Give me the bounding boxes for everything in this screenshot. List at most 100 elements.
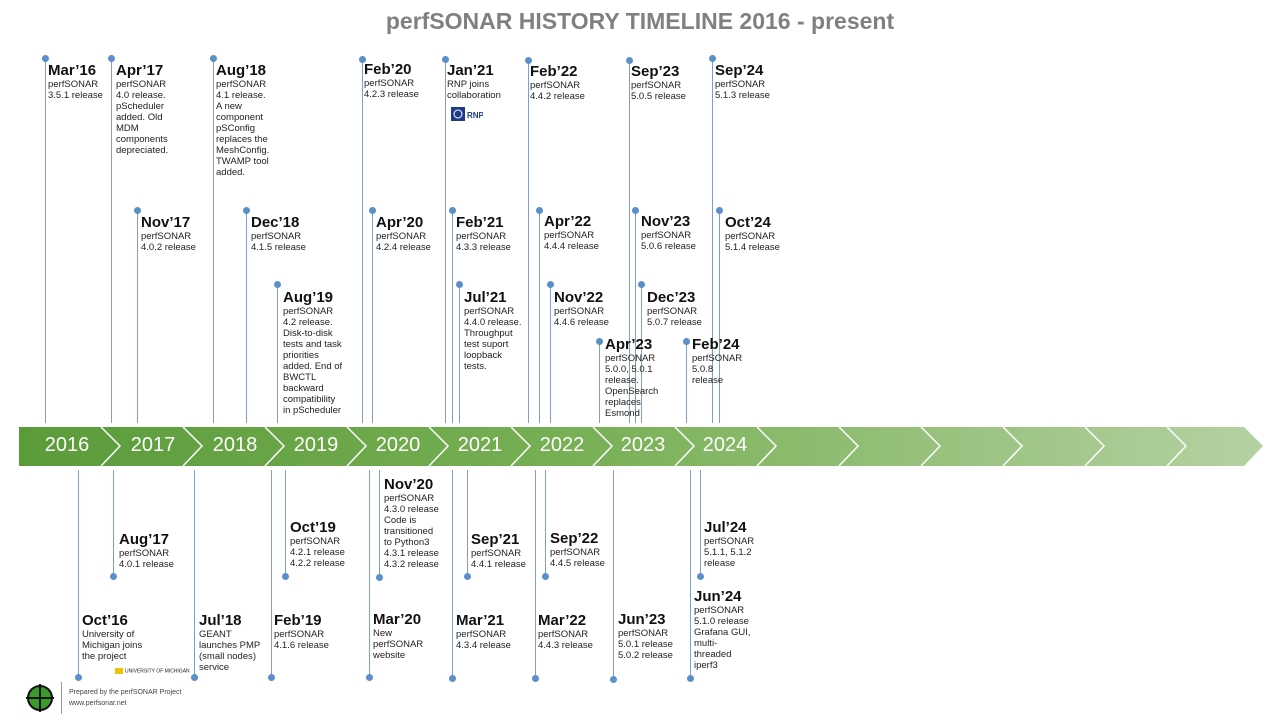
band-chevrons [100, 426, 1188, 467]
year-label-2017: 2017 [130, 434, 176, 456]
event-date: Feb’19 [274, 612, 322, 629]
event-date: Aug’17 [119, 531, 170, 548]
event-description: perfSONAR 4.2 release. Disk-to-disk test… [283, 306, 343, 416]
event-marker-dot [210, 55, 217, 62]
timeline-event: Dec’18 perfSONAR 4.1.5 release [251, 215, 306, 254]
event-connector-line [246, 210, 247, 423]
event-description: perfSONAR 4.3.0 release Code is transiti… [384, 493, 439, 570]
event-description: GEANT launches PMP (small nodes) service [199, 629, 261, 673]
event-description: University of Michigan joins the project [82, 629, 143, 662]
event-connector-line [700, 470, 701, 576]
event-marker-dot [687, 675, 694, 682]
event-description: perfSONAR 4.2.1 release 4.2.2 release [290, 536, 345, 569]
year-label-2016: 2016 [44, 434, 90, 456]
event-connector-line [452, 470, 453, 678]
timeline-event: Oct’19 perfSONAR 4.2.1 release 4.2.2 rele… [290, 520, 345, 570]
event-connector-line [113, 470, 114, 576]
year-label-2020: 2020 [375, 434, 421, 456]
event-date: Mar’16 [48, 62, 97, 79]
event-connector-line [285, 470, 286, 576]
event-connector-line [277, 284, 278, 423]
event-marker-dot [108, 55, 115, 62]
event-date: Feb’24 [692, 336, 740, 353]
timeline-event: Sep’24 perfSONAR 5.1.3 release [715, 63, 770, 102]
event-date: Apr’17 [116, 62, 164, 79]
event-marker-dot [282, 573, 289, 580]
footer-website-link[interactable]: www.perfsonar.net [69, 700, 127, 707]
event-marker-dot [464, 573, 471, 580]
event-date: Nov’22 [554, 289, 604, 306]
timeline-event: Aug’18 perfSONAR 4.1 release. A new compo… [216, 63, 269, 179]
timeline-event: Aug’17 perfSONAR 4.0.1 release [119, 531, 174, 571]
timeline-event: Jan’21 RNP joins collaboration [447, 63, 501, 102]
event-description: perfSONAR 5.0.8 release [692, 353, 743, 386]
event-connector-line [78, 470, 79, 677]
svg-text:RNP: RNP [467, 111, 483, 120]
event-marker-dot [376, 574, 383, 581]
event-date: Jul’24 [704, 519, 747, 536]
event-connector-line [712, 58, 713, 423]
event-marker-dot [449, 207, 456, 214]
event-marker-dot [536, 207, 543, 214]
event-date: Jun’23 [618, 611, 666, 628]
event-marker-dot [42, 55, 49, 62]
event-connector-line [613, 470, 614, 679]
timeline-event: Sep’21 perfSONAR 4.4.1 release [471, 531, 526, 571]
event-marker-dot [532, 675, 539, 682]
event-date: Apr’23 [605, 336, 653, 353]
timeline-event: Feb’22 perfSONAR 4.4.2 release [530, 63, 585, 103]
event-description: perfSONAR 5.1.0 release Grafana GUI, mul… [694, 605, 751, 671]
event-description: perfSONAR 4.4.3 release [538, 629, 593, 651]
event-marker-dot [243, 207, 250, 214]
event-date: Feb’22 [530, 63, 578, 80]
event-connector-line [445, 59, 446, 423]
timeline-event: Feb’24 perfSONAR 5.0.8 release [692, 336, 743, 387]
event-marker-dot [542, 573, 549, 580]
event-description: perfSONAR 4.4.4 release [544, 230, 599, 252]
event-connector-line [719, 210, 720, 423]
timeline-event: Apr’23 perfSONAR 5.0.0, 5.0.1 release. Op… [605, 336, 659, 420]
event-marker-dot [456, 281, 463, 288]
timeline-event: Feb’20 perfSONAR 4.2.3 release [364, 62, 419, 101]
timeline-event: Aug’19 perfSONAR 4.2 release. Disk-to-dis… [283, 290, 343, 417]
event-description: perfSONAR 5.0.0, 5.0.1 release. OpenSear… [605, 353, 659, 419]
event-connector-line [369, 470, 370, 677]
timeline-event: Jun’24 perfSONAR 5.1.0 release Grafana GU… [694, 589, 751, 672]
event-connector-line [635, 210, 636, 423]
event-connector-line [528, 60, 529, 423]
event-description: perfSONAR 4.0.2 release [141, 231, 196, 253]
rnp-logo: RNP [451, 107, 485, 121]
event-connector-line [690, 470, 691, 678]
event-connector-line [545, 470, 546, 576]
event-marker-dot [525, 57, 532, 64]
event-description: RNP joins collaboration [447, 79, 501, 101]
timeline-event: Mar’20 New perfSONAR website [373, 611, 423, 662]
event-connector-line [271, 470, 272, 677]
timeline-event: Oct’24 perfSONAR 5.1.4 release [725, 215, 780, 254]
timeline-event: Nov’17 perfSONAR 4.0.2 release [141, 215, 196, 254]
event-date: Dec’23 [647, 289, 696, 306]
event-connector-line [535, 470, 536, 678]
event-description: perfSONAR 4.2.3 release [364, 78, 419, 100]
timeline-event: Apr’17 perfSONAR 4.0 release. pScheduler … [116, 62, 168, 157]
event-marker-dot [268, 674, 275, 681]
timeline-event: Nov’20 perfSONAR 4.3.0 release Code is tr… [384, 476, 439, 571]
event-date: Mar’20 [373, 611, 422, 628]
event-description: perfSONAR 4.4.1 release [471, 548, 526, 570]
timeline-event: Mar’16 perfSONAR 3.5.1 release [48, 62, 103, 102]
event-date: Mar’21 [456, 612, 505, 629]
year-label-2023: 2023 [620, 434, 666, 456]
event-description: perfSONAR 5.1.4 release [725, 231, 780, 253]
event-marker-dot [191, 674, 198, 681]
event-description: perfSONAR 5.1.3 release [715, 79, 770, 101]
event-marker-dot [610, 676, 617, 683]
timeline-event: Feb’21 perfSONAR 4.3.3 release [456, 215, 511, 254]
event-date: Nov’20 [384, 476, 434, 493]
page-title: perfSONAR HISTORY TIMELINE 2016 - presen… [385, 8, 895, 34]
timeline-event: Apr’20 perfSONAR 4.2.4 release [376, 215, 431, 254]
footer-divider [61, 682, 62, 714]
event-marker-dot [369, 207, 376, 214]
timeline-event: Mar’22 perfSONAR 4.4.3 release [538, 613, 593, 652]
event-date: Sep’21 [471, 531, 520, 548]
event-connector-line [372, 210, 373, 423]
